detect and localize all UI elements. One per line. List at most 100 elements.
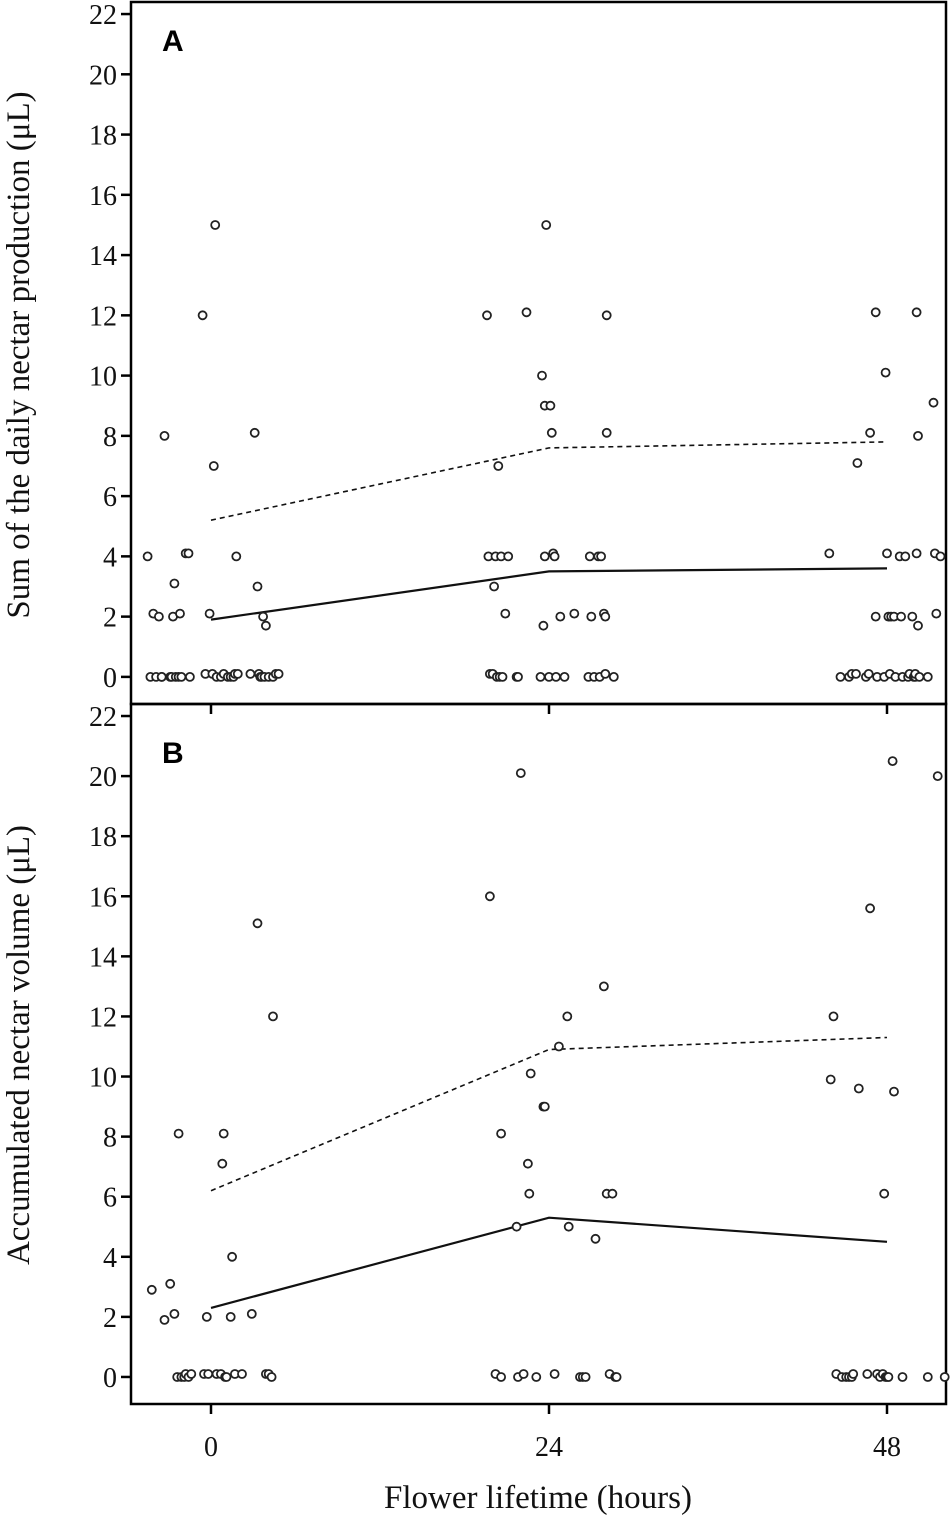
panel-a-data-point: [493, 461, 504, 471]
panel-b-data-point: [227, 1251, 238, 1262]
panel-b-data-point: [515, 768, 526, 778]
panel-a-data-point: [169, 578, 180, 589]
panel-b-data-point: [221, 1372, 232, 1382]
panel-a-y-tick-label: 10: [89, 362, 117, 393]
panel-b-y-tick-label: 10: [89, 1063, 117, 1094]
panel-a-y-tick-label: 16: [89, 181, 117, 212]
panel-b-y-tick-label: 22: [89, 702, 117, 733]
x-axis: 0 24 48: [204, 1404, 901, 1463]
panel-a-y-tick-label: 4: [103, 542, 117, 573]
panel-b-data-point: [590, 1233, 601, 1244]
panel-b-data-point: [523, 1158, 533, 1169]
panel-b-data-point: [268, 1011, 278, 1022]
panel-a-y-tick-label: 0: [103, 663, 117, 694]
panel-a-data-point: [538, 620, 549, 631]
panel-a-data-point: [521, 307, 532, 318]
panel-a-data-point: [549, 551, 560, 562]
panel-b-data-point: [887, 756, 898, 766]
panel-b-y-tick-label: 2: [103, 1303, 117, 1334]
panel-a-data-point: [541, 220, 552, 230]
panel-a-data-point: [142, 551, 153, 562]
panel-a-y-tick-label: 14: [89, 241, 117, 272]
panel-a-data-point: [569, 608, 580, 619]
panel-a-data-point: [535, 672, 546, 682]
panel-a-data-point: [208, 461, 219, 471]
panel-a-y-tick-label: 22: [89, 0, 117, 31]
panel-a-y-tick-label: 18: [89, 121, 117, 152]
panel-a-data-point: [232, 669, 243, 679]
panel-a-data-point: [551, 672, 561, 682]
panel-b-data-point: [897, 1372, 908, 1382]
panel-b-data-point: [186, 1369, 197, 1379]
x-tick-label: 24: [535, 1432, 563, 1463]
panel-b-data-point: [848, 1369, 859, 1379]
panel-a-data-point: [586, 611, 597, 622]
panel-b-y-tick-label: 18: [89, 822, 117, 853]
panel-a-data-point: [555, 611, 566, 622]
panel-a-data-point: [880, 367, 891, 378]
panel-a-data-point: [882, 548, 892, 559]
panel-a-data-point: [273, 669, 284, 679]
panel-b-data-point: [252, 918, 263, 929]
panel-a-data-point: [601, 310, 612, 321]
panel-a-data-point: [601, 427, 612, 438]
panel-a-data-point: [835, 672, 846, 682]
panel-a-data-point: [851, 669, 861, 679]
panel-b-data-point: [825, 1074, 836, 1085]
panel-b-y-tick-label: 20: [89, 762, 117, 793]
panel-a-data-point: [584, 551, 595, 562]
panel-b-data-point: [484, 891, 495, 902]
panel-b-y-axis-title: Accumulated nectar volume (μL): [1, 825, 37, 1265]
panel-b-data-point: [159, 1315, 170, 1325]
panel-a-data-point: [600, 611, 611, 622]
panel-a-data-point: [935, 551, 946, 562]
panel-b-data-point: [580, 1372, 591, 1382]
panel-a-data-point: [913, 430, 923, 441]
panel-a-data-point: [911, 307, 922, 318]
panel-b-y-tick-label: 4: [103, 1243, 117, 1274]
panel-a-data-point: [260, 620, 271, 631]
panel-b-y-tick-label: 8: [103, 1123, 117, 1154]
panel-a-data-point: [156, 672, 167, 682]
panel-a-data-point: [824, 548, 835, 559]
x-tick-label: 0: [204, 1432, 218, 1463]
panel-a-points: [142, 220, 946, 682]
panel-b-data-point: [539, 1101, 550, 1112]
panel-a-letter: A: [162, 25, 184, 58]
panel-a-data-point: [153, 611, 164, 622]
panel-a-data-point: [914, 672, 925, 682]
panel-a-data-point: [600, 669, 611, 679]
panel-b-data-point: [889, 1086, 899, 1097]
panel-b-data-point: [165, 1278, 176, 1289]
panel-b-data-point: [237, 1369, 247, 1379]
panel-b-data-point: [525, 1068, 536, 1079]
panel-a-data-point: [596, 551, 606, 562]
panel-a-y-tick-label: 20: [89, 60, 117, 91]
panel-a-data-point: [176, 672, 187, 682]
panel-a-data-point: [913, 620, 923, 631]
panel-a-data-point: [252, 581, 263, 592]
panel-b-data-point: [496, 1128, 507, 1139]
panel-b-y-tick-label: 6: [103, 1183, 117, 1214]
panel-a-data-point: [184, 672, 195, 682]
x-tick-label: 48: [873, 1432, 901, 1463]
panel-b-frame: [129, 702, 948, 1406]
panel-a-data-point: [210, 220, 221, 230]
panel-b-data-point: [611, 1372, 622, 1382]
panel-a-data-point: [852, 458, 863, 468]
x-axis-title: Flower lifetime (hours): [384, 1480, 692, 1516]
panel-a-data-point: [513, 672, 523, 682]
panel-a-data-point: [863, 669, 874, 679]
panel-b-data-point: [173, 1128, 184, 1139]
panel-b-data-point: [518, 1369, 529, 1379]
panel-b-data-point: [862, 1369, 873, 1379]
panel-a-data-point: [922, 672, 933, 682]
panel-b-data-point: [511, 1221, 522, 1232]
panel-a-data-point: [928, 397, 939, 408]
panel-b-data-point: [225, 1312, 236, 1322]
panel-a-data-point: [204, 608, 215, 619]
panel-a-data-point: [482, 310, 492, 321]
panel-a-data-point: [559, 672, 570, 682]
panel-a-upper-line: [210, 441, 888, 521]
